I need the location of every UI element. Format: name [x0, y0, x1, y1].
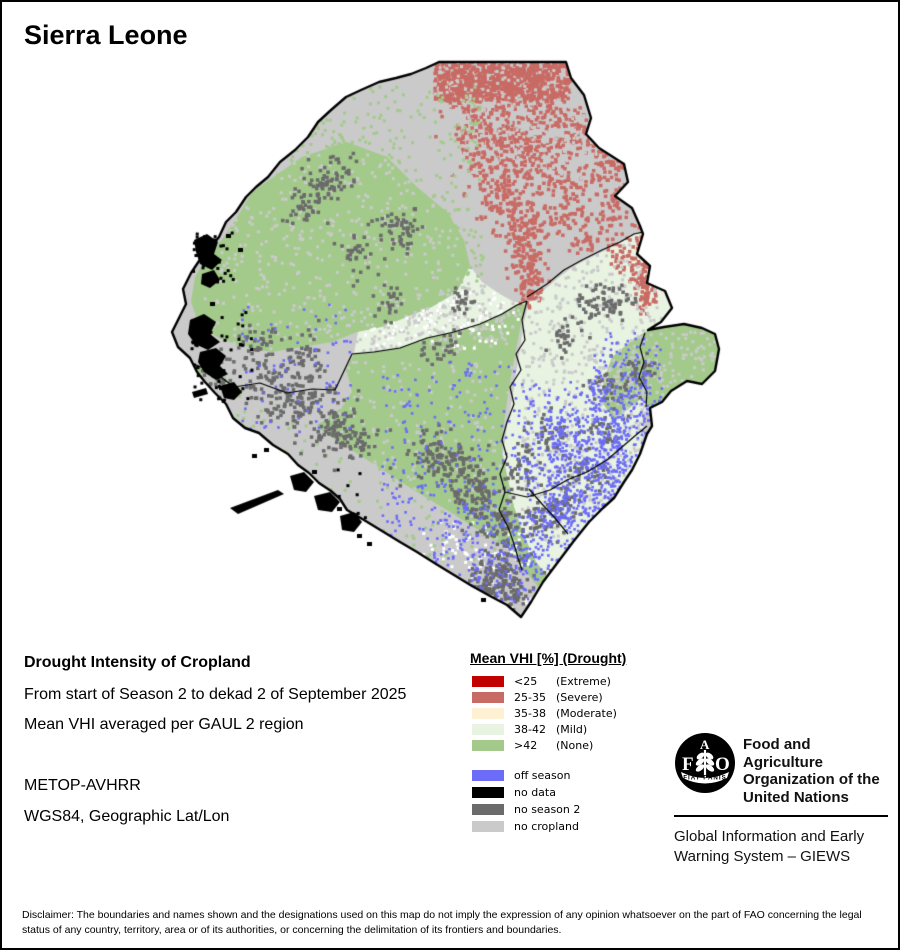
legend-item-label: no season 2: [514, 803, 581, 816]
legend-item: >42 (None): [470, 737, 685, 753]
legend-item-label: 38-42 (Mild): [514, 722, 588, 736]
fao-motto-ribbon: [681, 772, 729, 784]
fao-header: F A O FIAT PANIS Food and Agriculture Or…: [674, 732, 892, 806]
map-subtitle-aggregation: Mean VHI averaged per GAUL 2 region: [24, 716, 304, 733]
legend-swatch: [472, 675, 504, 687]
legend-swatch: [472, 723, 504, 735]
legend-item-label: no data: [514, 786, 556, 799]
legend-item: off season: [470, 767, 685, 784]
legend-swatch: [472, 707, 504, 719]
legend-swatch: [472, 691, 504, 703]
map-subtitle-product: Drought Intensity of Cropland: [24, 654, 251, 671]
legend-item: no data: [470, 784, 685, 801]
legend-other-classes: off season no data no season 2 no cropland: [470, 767, 685, 835]
giews-line2: Warning System – GIEWS: [674, 848, 851, 865]
fao-logo: F A O FIAT PANIS: [675, 733, 735, 793]
fao-letter-a: A: [700, 737, 710, 752]
legend-swatch: [472, 804, 504, 815]
fao-org-line1: Food and Agriculture: [743, 736, 824, 771]
fao-org-line3: United Nations: [743, 788, 849, 806]
legend-title: Mean VHI [%] (Drought): [470, 650, 627, 666]
disclaimer-text: Disclaimer: The boundaries and names sho…: [22, 909, 862, 936]
giews-name: Global Information and Early Warning Sys…: [674, 827, 892, 867]
legend-item-label: <25 (Extreme): [514, 674, 611, 688]
legend: Mean VHI [%] (Drought) <25 (Extreme) 25-35…: [470, 650, 685, 835]
fao-divider: [674, 815, 888, 817]
legend-item-label: no cropland: [514, 820, 579, 833]
legend-item: 25-35 (Severe): [470, 689, 685, 705]
legend-vhi-classes: <25 (Extreme) 25-35 (Severe) 35-38 (Moderate)…: [470, 673, 685, 753]
page-title: Sierra Leone: [24, 20, 188, 50]
legend-gap: [470, 753, 685, 767]
legend-item-label: 35-38 (Moderate): [514, 706, 617, 720]
legend-swatch: [472, 770, 504, 781]
legend-item: no season 2: [470, 801, 685, 818]
map-sensor-label: METOP-AVHRR: [24, 777, 141, 794]
legend-item-label: off season: [514, 769, 571, 782]
fao-org-name: Food and Agriculture Organization of the…: [743, 732, 892, 806]
legend-item: 38-42 (Mild): [470, 721, 685, 737]
fao-motto: FIAT PANIS: [683, 775, 726, 782]
fao-letter-f: F: [682, 754, 694, 775]
legend-item: <25 (Extreme): [470, 673, 685, 689]
giews-line1: Global Information and Early: [674, 828, 865, 845]
fao-org-line2: Organization of the: [743, 771, 880, 788]
legend-swatch: [472, 787, 504, 798]
legend-item-label: >42 (None): [514, 738, 594, 752]
fao-wheat-icon: [695, 750, 715, 782]
fao-letter-o: O: [715, 754, 730, 775]
fao-block: F A O FIAT PANIS Food and Agriculture Or…: [674, 732, 892, 867]
legend-item: 35-38 (Moderate): [470, 705, 685, 721]
legend-item: no cropland: [470, 818, 685, 835]
map-subtitle-period: From start of Season 2 to dekad 2 of Sep…: [24, 686, 407, 703]
map-projection-label: WGS84, Geographic Lat/Lon: [24, 808, 230, 825]
legend-swatch: [472, 739, 504, 751]
drought-map-canvas: [2, 2, 898, 650]
legend-item-label: 25-35 (Severe): [514, 690, 603, 704]
legend-swatch: [472, 821, 504, 832]
